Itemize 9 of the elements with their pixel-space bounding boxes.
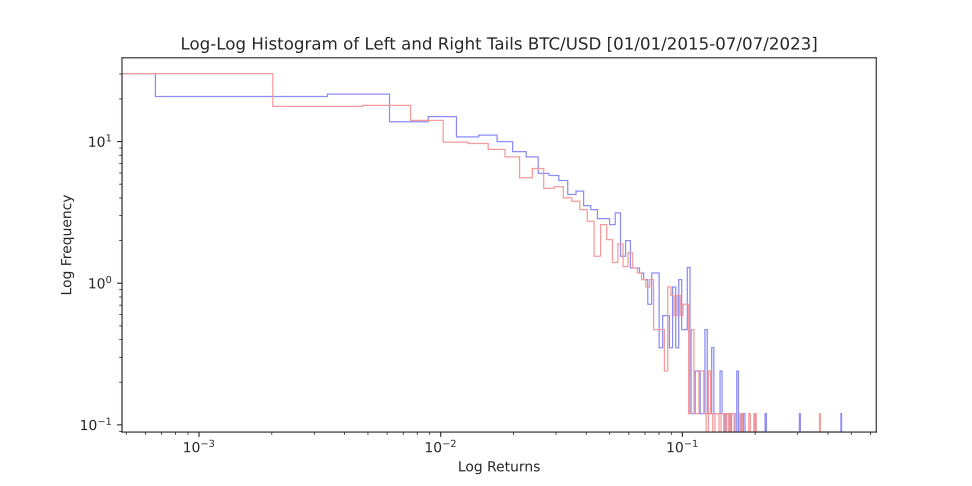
x-axis-title: Log Returns [459,461,540,474]
x-tick-label: 10$^{−3}$ [184,440,214,452]
y-tick-label: 10$^{0}$ [89,276,112,289]
x-tick-label: 10$^{−2}$ [426,440,456,452]
y-axis-title: Log Frequency [61,194,74,294]
chart-title: Log-Log Histogram of Left and Right Tails BTC/USD [01/01/2015-07/07/2023] [182,36,816,53]
y-tick-label: 10$^{1}$ [89,134,111,147]
y-tick-label: 10$^{−1}$ [81,418,111,430]
x-tick-label: 10$^{−1}$ [668,440,698,452]
